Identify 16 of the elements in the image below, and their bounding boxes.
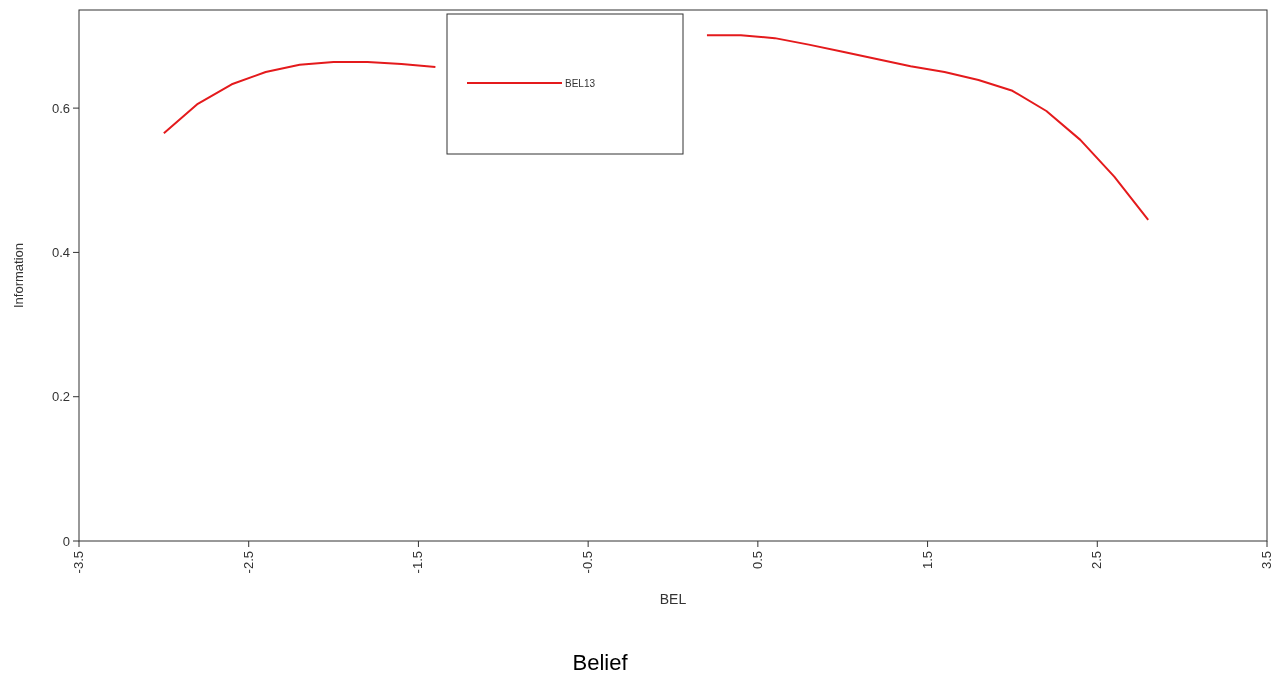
x-tick-label: -0.5: [580, 551, 596, 574]
x-tick-label: 0.5: [749, 551, 765, 570]
x-tick-label: -1.5: [410, 551, 426, 574]
x-tick-label: 3.5: [1259, 551, 1273, 570]
x-tick-label: 2.5: [1089, 551, 1105, 570]
text: Belief: [572, 650, 629, 675]
text: BEL13: [565, 77, 596, 89]
x-axis-title: BEL: [659, 591, 687, 607]
y-tick-label: 0.4: [51, 244, 70, 260]
y-tick-label: 0.6: [51, 100, 70, 116]
x-tick-label: -3.5: [71, 551, 86, 574]
y-axis-title: Information: [11, 242, 26, 309]
y-tick-label: 0.2: [51, 389, 70, 405]
y-tick-label: 0: [62, 533, 70, 549]
x-tick-label: 1.5: [919, 551, 935, 570]
x-tick-label: -2.5: [240, 551, 256, 574]
